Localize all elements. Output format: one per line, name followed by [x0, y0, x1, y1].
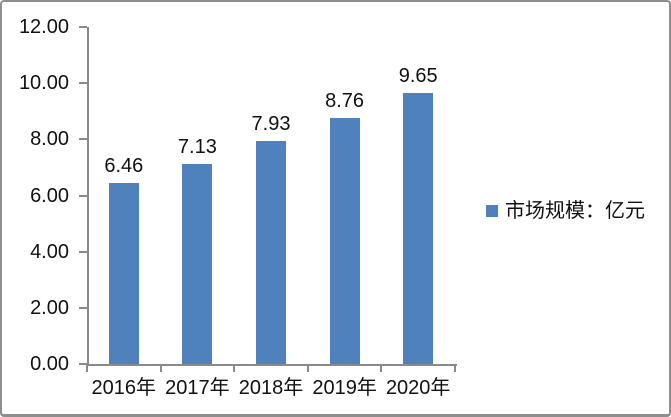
y-tick-label: 2.00 — [30, 296, 69, 319]
x-tick-mark — [380, 364, 383, 372]
bar-data-label: 7.93 — [251, 113, 291, 136]
y-tick-mark — [79, 82, 87, 85]
x-axis-label: 2017年 — [165, 377, 230, 399]
legend: 市场规模：亿元 — [486, 199, 645, 223]
x-axis-label: 2020年 — [385, 377, 451, 399]
bar-data-label: 8.76 — [325, 89, 365, 112]
x-tick-mark — [233, 364, 236, 372]
y-tick-label: 12.00 — [18, 16, 69, 38]
plot-area — [87, 27, 457, 366]
bar-data-label: 9.65 — [398, 64, 438, 87]
legend-swatch-icon — [486, 205, 498, 217]
bar-data-label: 6.46 — [104, 154, 144, 177]
bar-data-label: 7.13 — [177, 135, 217, 158]
x-tick-mark — [454, 364, 456, 372]
y-tick-mark — [79, 306, 87, 309]
y-tick-mark — [79, 250, 87, 253]
x-tick-mark — [159, 364, 162, 372]
y-tick-mark — [79, 194, 87, 197]
bar — [403, 92, 434, 364]
bar — [329, 117, 360, 364]
x-axis-label: 2019年 — [312, 377, 377, 399]
x-tick-mark — [86, 364, 88, 372]
x-tick-mark — [306, 364, 309, 372]
y-tick-label: 10.00 — [18, 72, 69, 95]
bar — [182, 163, 213, 364]
y-tick-mark — [79, 138, 87, 141]
y-tick-label: 0.00 — [30, 353, 69, 375]
y-tick-label: 6.00 — [30, 184, 69, 207]
bar — [108, 182, 139, 364]
x-axis-label: 2016年 — [91, 377, 157, 399]
bar — [256, 141, 286, 364]
x-axis-label: 2018年 — [238, 377, 304, 399]
legend-label: 市场规模：亿元 — [505, 200, 645, 222]
y-tick-mark — [79, 26, 87, 28]
y-tick-mark — [79, 363, 87, 365]
y-tick-label: 8.00 — [30, 128, 69, 151]
y-tick-label: 4.00 — [30, 240, 69, 263]
